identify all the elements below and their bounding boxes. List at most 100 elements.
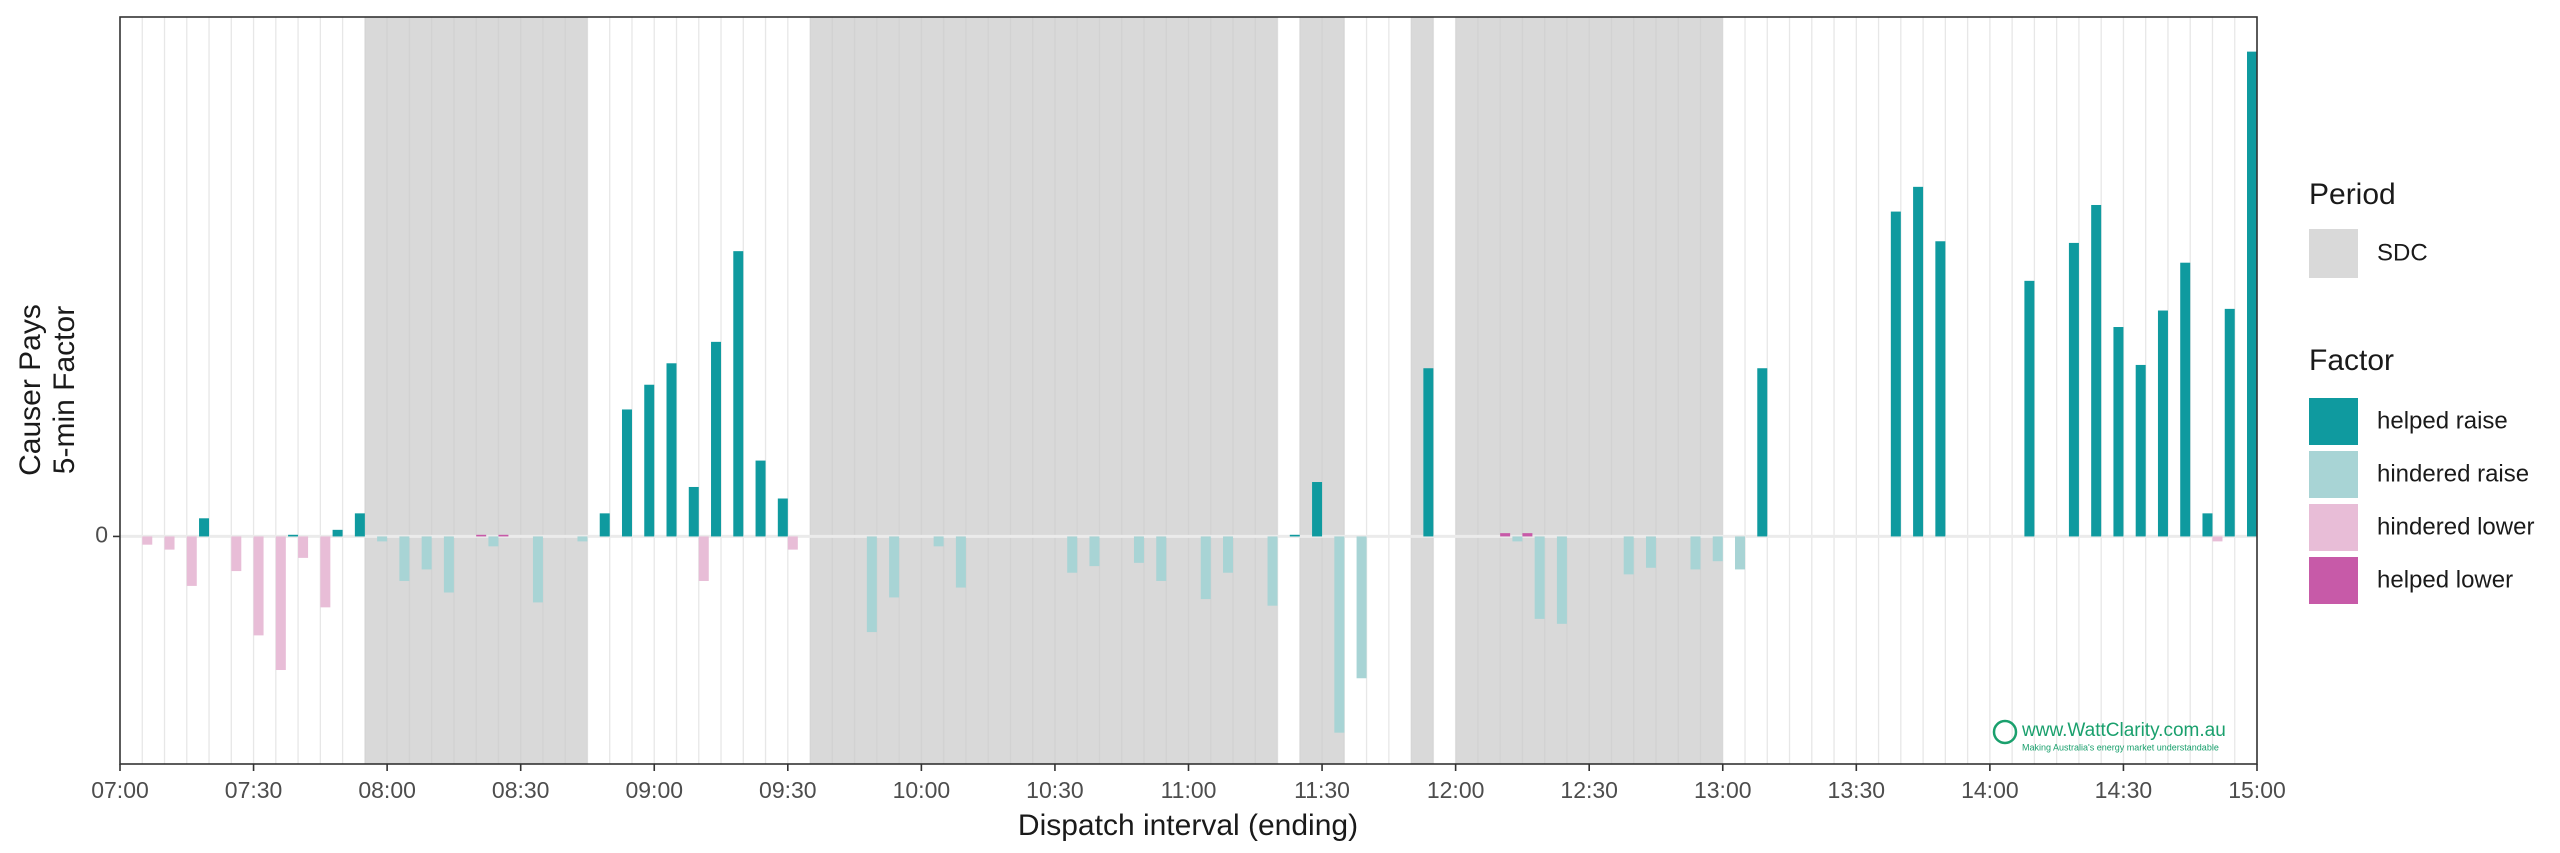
x-tick-label: 08:00 (358, 777, 416, 803)
bar (199, 518, 210, 537)
bar (1356, 536, 1367, 679)
legend-label: hindered raise (2377, 460, 2529, 487)
bar (1712, 536, 1723, 562)
y-axis-title: 5-min Factor (48, 306, 81, 474)
bar (399, 536, 410, 581)
x-tick-label: 12:30 (1560, 777, 1618, 803)
x-tick-label: 09:00 (625, 777, 683, 803)
plot-panel (119, 16, 2258, 765)
legend-label: SDC (2377, 239, 2428, 266)
bar (1267, 536, 1278, 606)
bar (866, 536, 877, 633)
x-tick-label: 12:00 (1427, 777, 1485, 803)
legend-label: helped raise (2377, 407, 2508, 434)
watermark-icon (1992, 719, 2018, 745)
bar (2224, 308, 2235, 537)
bar (498, 534, 509, 537)
bar (532, 536, 543, 603)
bar (1089, 536, 1100, 567)
bar (698, 536, 709, 581)
bar (621, 409, 632, 537)
bar (666, 363, 677, 537)
bar (1522, 533, 1533, 537)
bar (2212, 536, 2223, 542)
bar (1935, 241, 1946, 537)
bar (1623, 536, 1634, 575)
legend-key (2309, 451, 2358, 498)
bar (1289, 534, 1300, 537)
bar (688, 486, 699, 537)
x-tick-label: 07:00 (91, 777, 149, 803)
legend-key (2309, 229, 2358, 278)
bar (1312, 482, 1323, 537)
bar (354, 513, 365, 537)
bar (231, 536, 242, 572)
legend-title: Factor (2309, 344, 2394, 377)
bar (377, 536, 388, 542)
bar (933, 536, 944, 547)
x-tick-label: 11:30 (1294, 777, 1350, 803)
bar (2157, 310, 2168, 537)
legend-label: hindered lower (2377, 513, 2534, 540)
bar (1757, 368, 1768, 537)
x-tick-label: 15:00 (2228, 777, 2286, 803)
bar (298, 536, 309, 558)
bar (488, 536, 499, 547)
bar (2202, 513, 2213, 537)
bar (733, 251, 744, 537)
bar (2068, 242, 2079, 537)
bar (1645, 536, 1656, 568)
bar (599, 513, 610, 537)
legend-title: Period (2309, 178, 2396, 211)
bar (2113, 327, 2124, 537)
bar (288, 534, 299, 537)
bar (1223, 536, 1234, 573)
bar (1500, 533, 1511, 537)
bar (787, 536, 798, 550)
bar (275, 536, 286, 671)
bar (186, 536, 197, 586)
x-tick-label: 14:00 (1961, 777, 2019, 803)
y-axis-title: Causer Pays (14, 304, 47, 476)
bar (421, 536, 432, 570)
bar (955, 536, 966, 588)
bar (644, 384, 655, 537)
bar (1890, 211, 1901, 537)
bar (2135, 364, 2146, 537)
bar (443, 536, 454, 593)
bar (1913, 186, 1924, 537)
period-band (810, 17, 1278, 764)
x-tick-label: 13:00 (1694, 777, 1752, 803)
bar (1512, 536, 1523, 542)
bar (1156, 536, 1167, 581)
bar (1690, 536, 1701, 570)
bar (2024, 280, 2035, 537)
bar (1735, 536, 1746, 570)
period-band (364, 17, 588, 764)
period-band (1455, 17, 1723, 764)
bar (711, 341, 722, 537)
legend-key (2309, 398, 2358, 445)
bar (332, 529, 343, 537)
bar (1334, 536, 1345, 733)
bar (142, 536, 153, 545)
x-tick-label: 10:00 (893, 777, 951, 803)
period-band (1411, 17, 1434, 764)
bar (1133, 536, 1144, 563)
bar (1200, 536, 1211, 600)
x-tick-label: 14:30 (2095, 777, 2153, 803)
y-tick-label: 0 (95, 522, 108, 548)
bar (164, 536, 175, 550)
watermark-tagline: Making Australia's energy market underst… (2022, 742, 2219, 752)
watermark-site: www.WattClarity.com.au (2021, 720, 2226, 741)
bar (476, 534, 487, 537)
x-tick-label: 10:30 (1026, 777, 1084, 803)
bar (889, 536, 900, 598)
legend-label: helped lower (2377, 566, 2513, 593)
bar (2247, 51, 2257, 537)
x-tick-label: 09:30 (759, 777, 817, 803)
x-axis-title: Dispatch interval (ending) (1018, 809, 1358, 842)
watermark: www.WattClarity.com.au Making Australia'… (1992, 719, 2226, 752)
legend-key (2309, 557, 2358, 604)
